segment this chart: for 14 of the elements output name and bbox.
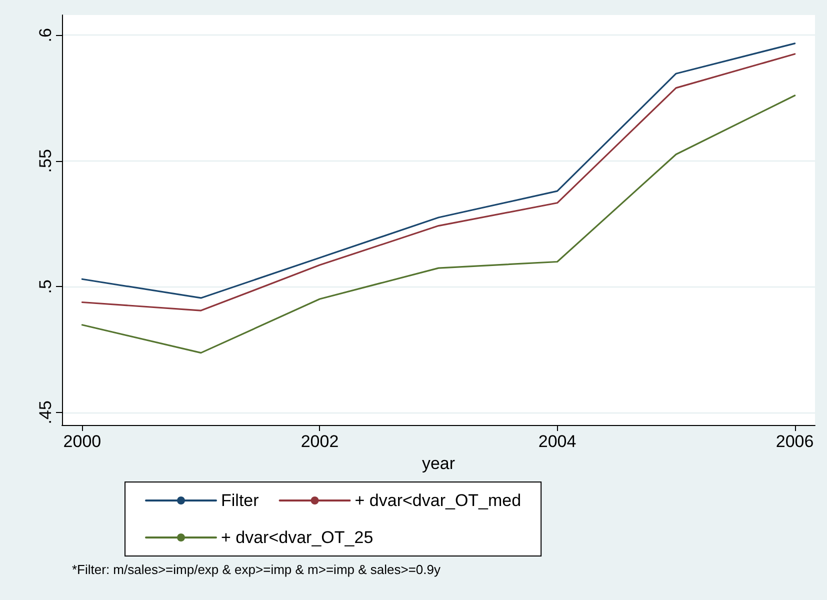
x-tick-label: 2006 bbox=[776, 432, 814, 451]
y-tick-label: .55 bbox=[36, 149, 55, 173]
line-series bbox=[81, 94, 796, 354]
x-tick-label: 2000 bbox=[63, 432, 102, 451]
legend-label: + dvar<dvar_OT_25 bbox=[221, 528, 374, 547]
legend-label: + dvar<dvar_OT_med bbox=[354, 491, 522, 510]
y-tick-label: .6 bbox=[36, 28, 55, 42]
text: *Filter: m/sales>=imp/exp & exp>=imp & m>=imp & sales>=0.9y bbox=[72, 562, 441, 577]
y-tick-label: .45 bbox=[36, 400, 55, 424]
legend-label: Filter bbox=[221, 491, 260, 510]
x-tick-label: 2004 bbox=[538, 432, 576, 451]
x-tick-label: 2002 bbox=[300, 432, 339, 451]
x-axis-title: year bbox=[422, 454, 456, 473]
y-tick-label: .5 bbox=[36, 280, 55, 294]
